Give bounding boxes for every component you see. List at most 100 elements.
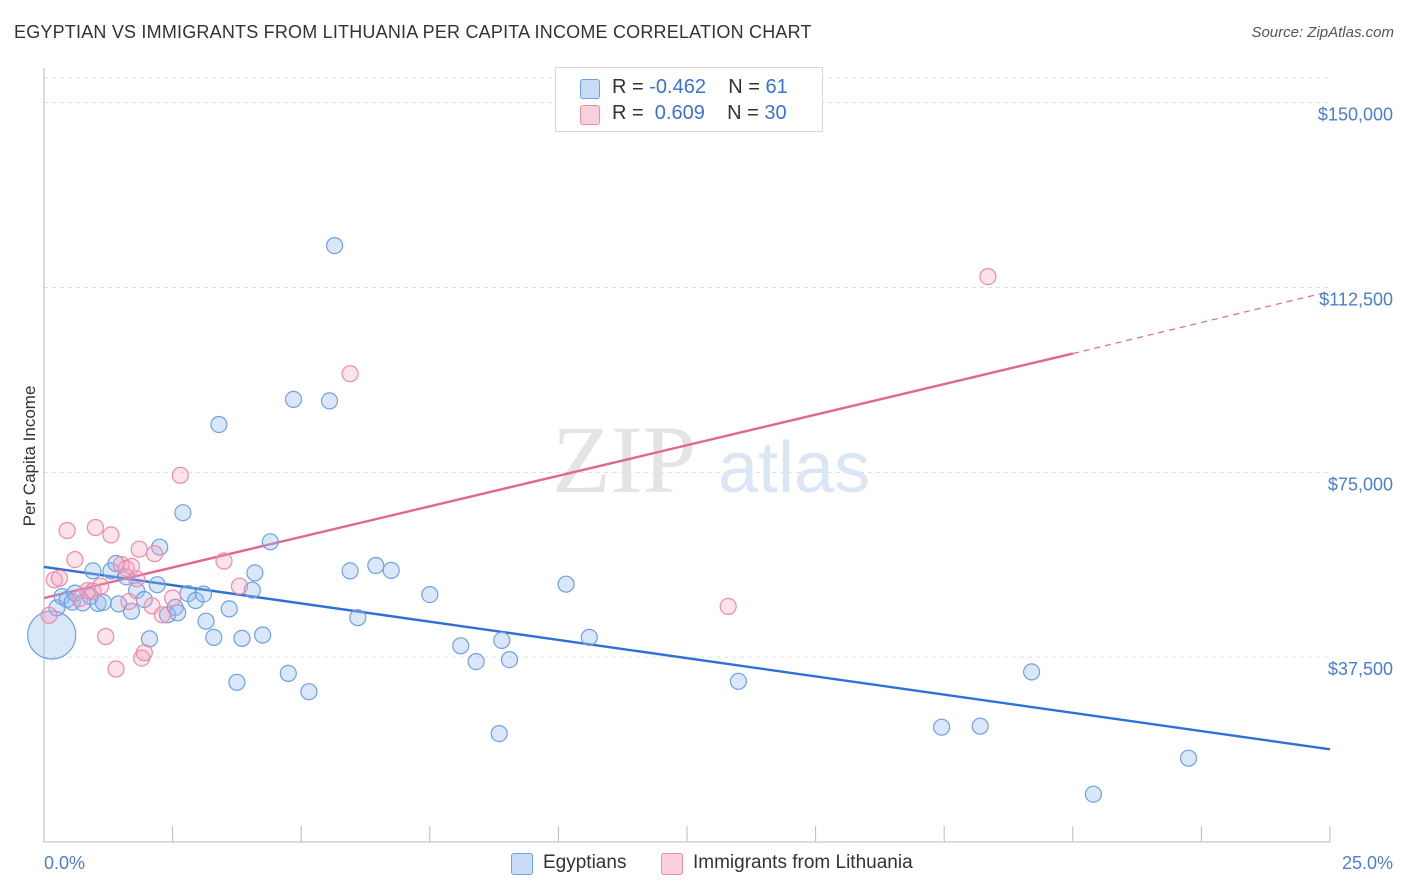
legend-swatch-egyptians [580, 79, 600, 99]
source-label: Source: ZipAtlas.com [1251, 24, 1394, 41]
point-egyptians [233, 629, 251, 648]
point-lithuania [341, 365, 359, 383]
bottom-legend-swatch-egyptians [511, 853, 533, 875]
trend-line-lithuania [43, 352, 1074, 600]
point-egyptians [1022, 663, 1041, 681]
point-egyptians [557, 575, 575, 593]
point-egyptians [1179, 749, 1198, 767]
chart-title: EGYPTIAN VS IMMIGRANTS FROM LITHUANIA PE… [14, 22, 812, 42]
point-egyptians [254, 626, 272, 644]
point-egyptians [174, 504, 192, 522]
point-egyptians [109, 595, 128, 613]
point-egyptians [326, 237, 344, 255]
y-tick-label: $37,500 [1328, 659, 1393, 679]
bottom-legend-swatch-lithuania [661, 853, 683, 875]
point-lithuania [135, 644, 153, 662]
y-tick-label: $112,500 [1319, 289, 1393, 309]
point-egyptians [84, 562, 102, 580]
legend-row-lithuania: R = 0.609 N = 30 [580, 102, 787, 128]
y-tick-label: $75,000 [1328, 474, 1393, 494]
point-lithuania [58, 521, 76, 540]
trend-lines [43, 290, 1331, 751]
point-egyptians [210, 415, 228, 434]
tick-labels: $37,500 $75,000 $112,500 $150,000 0.0% 25.0% [44, 105, 1393, 873]
legend-n-label: N = [728, 76, 766, 98]
point-egyptians [490, 724, 508, 743]
watermark-atlas: atlas [718, 428, 870, 508]
point-egyptians [367, 556, 385, 575]
point-lithuania [40, 606, 58, 624]
point-lithuania [120, 592, 138, 611]
point-egyptians [279, 664, 297, 683]
point-egyptians [284, 390, 303, 408]
point-egyptians [1084, 785, 1103, 803]
point-egyptians [349, 609, 367, 627]
legend-n-value: 30 [764, 102, 787, 124]
point-egyptians [421, 585, 439, 604]
point-egyptians [148, 576, 166, 594]
legend-swatch-lithuania [580, 105, 600, 125]
point-egyptians [493, 631, 511, 650]
x-tick-label: 25.0% [1342, 853, 1393, 873]
point-egyptians [500, 650, 519, 669]
point-egyptians [169, 604, 187, 622]
point-lithuania [164, 589, 182, 607]
point-lithuania [86, 518, 105, 537]
point-lithuania [97, 627, 115, 646]
point-lithuania [91, 577, 110, 595]
legend-n-label: N = [727, 102, 765, 124]
point-egyptians [467, 652, 485, 671]
point-lithuania [130, 540, 148, 558]
y-axis-label: Per Capita Income [20, 386, 39, 527]
legend-n-value: 61 [765, 76, 788, 98]
y-tick-label: $150,000 [1318, 105, 1393, 125]
point-egyptians [122, 602, 140, 620]
point-egyptians [261, 533, 279, 551]
point-egyptians [320, 392, 339, 410]
point-egyptians [194, 585, 213, 603]
point-egyptians [932, 718, 951, 736]
point-egyptians [341, 562, 359, 580]
legend-r-value: -0.462 [649, 76, 706, 98]
point-egyptians [246, 564, 264, 582]
legend-row-egyptians: R = -0.462 N = 61 [580, 76, 788, 102]
point-egyptians [580, 628, 598, 647]
legend-r-label: R = [612, 76, 650, 98]
point-lithuania [102, 526, 120, 544]
x-tick-label: 0.0% [44, 853, 85, 873]
point-lithuania [107, 660, 125, 678]
point-egyptians [971, 717, 989, 735]
point-lithuania [50, 569, 69, 587]
point-lithuania [79, 581, 97, 600]
point-egyptians [382, 561, 400, 580]
grid-lines [44, 77, 1330, 658]
point-egyptians [729, 672, 748, 690]
point-egyptians [197, 612, 215, 630]
point-lithuania [128, 570, 146, 588]
point-lithuania [979, 268, 997, 286]
data-points [27, 237, 1198, 803]
bottom-legend-label-egyptians: Egyptians [543, 852, 627, 873]
point-lithuania [719, 597, 737, 616]
point-egyptians [228, 673, 246, 691]
point-lithuania [153, 606, 171, 624]
trend-line-extension [1072, 290, 1331, 355]
trend-line-egyptians [43, 565, 1331, 751]
point-lithuania [146, 545, 164, 563]
axes [43, 68, 1331, 843]
point-lithuania [171, 466, 189, 484]
point-egyptians [53, 587, 71, 606]
correlation-legend: R = -0.462 N = 61 R = 0.609 N = 30 [555, 67, 823, 132]
point-lithuania [66, 550, 84, 569]
watermark: ZIP atlas [552, 406, 870, 513]
point-lithuania [215, 552, 233, 570]
point-lithuania [230, 577, 249, 595]
bottom-legend-label-lithuania: Immigrants from Lithuania [693, 852, 913, 873]
point-egyptians [243, 581, 261, 599]
point-egyptians [300, 683, 318, 701]
legend-r-label: R = [612, 102, 650, 124]
legend-r-value: 0.609 [649, 102, 705, 124]
point-egyptians [220, 600, 238, 618]
point-egyptians [205, 628, 223, 647]
